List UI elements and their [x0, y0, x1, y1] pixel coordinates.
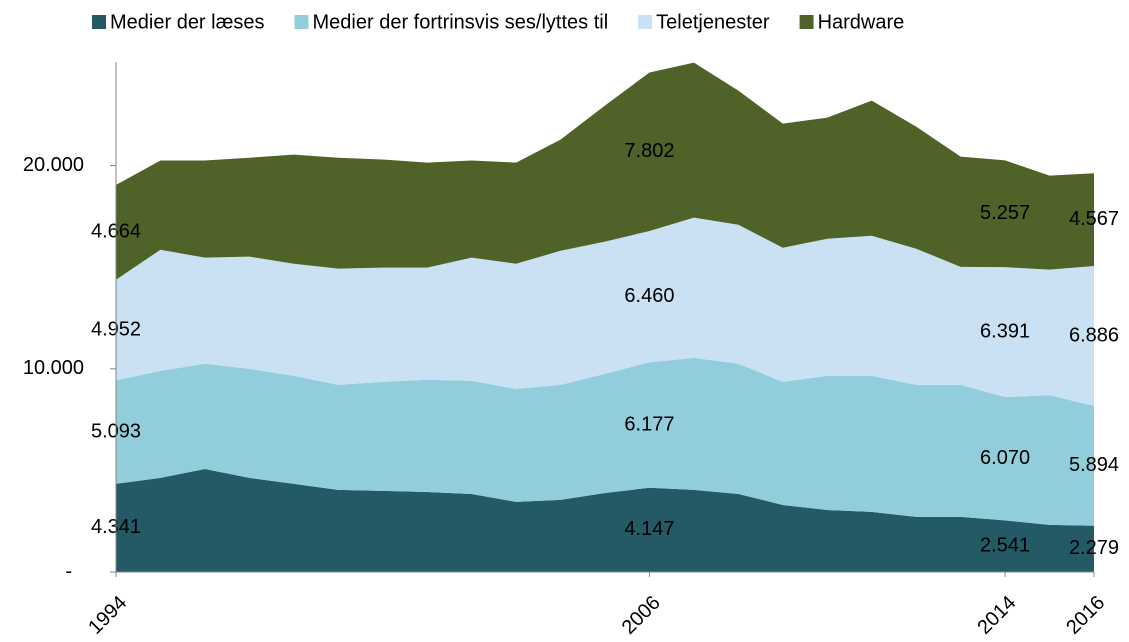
x-tick-label: 2006: [618, 592, 665, 639]
data-label: 2.541: [980, 534, 1030, 556]
data-label: 6.070: [980, 447, 1030, 469]
data-label: 4.567: [1069, 208, 1119, 230]
data-label: 7.802: [624, 140, 674, 162]
data-label: 6.460: [624, 285, 674, 307]
legend-label: Medier der læses: [110, 11, 265, 33]
area: [116, 62, 1094, 280]
legend-label: Hardware: [818, 11, 905, 33]
legend-swatch: [294, 15, 309, 29]
legend-swatch: [92, 15, 106, 29]
data-label: 2.279: [1069, 537, 1119, 559]
x-tick-label: 2016: [1062, 592, 1109, 639]
legend-label: Teletjenester: [656, 11, 770, 33]
data-label: 5.894: [1069, 454, 1119, 476]
data-label: 6.177: [624, 413, 674, 435]
legend-label: Medier der fortrinsvis ses/lyttes til: [313, 11, 609, 33]
data-label: 5.257: [980, 202, 1030, 224]
data-label: 6.886: [1069, 324, 1119, 346]
area: [116, 357, 1094, 526]
y-tick-label: 20.000: [23, 154, 84, 176]
x-tick-label: 1994: [84, 592, 131, 639]
area: [116, 217, 1094, 406]
area: [116, 468, 1094, 572]
data-label: 6.391: [980, 320, 1030, 342]
x-tick-label: 2014: [973, 592, 1020, 639]
y-tick-label: -: [65, 560, 72, 582]
data-label: 4.147: [624, 518, 674, 540]
legend-swatch: [638, 15, 653, 29]
legend-swatch: [799, 15, 814, 29]
y-tick-label: 10.000: [23, 357, 84, 379]
